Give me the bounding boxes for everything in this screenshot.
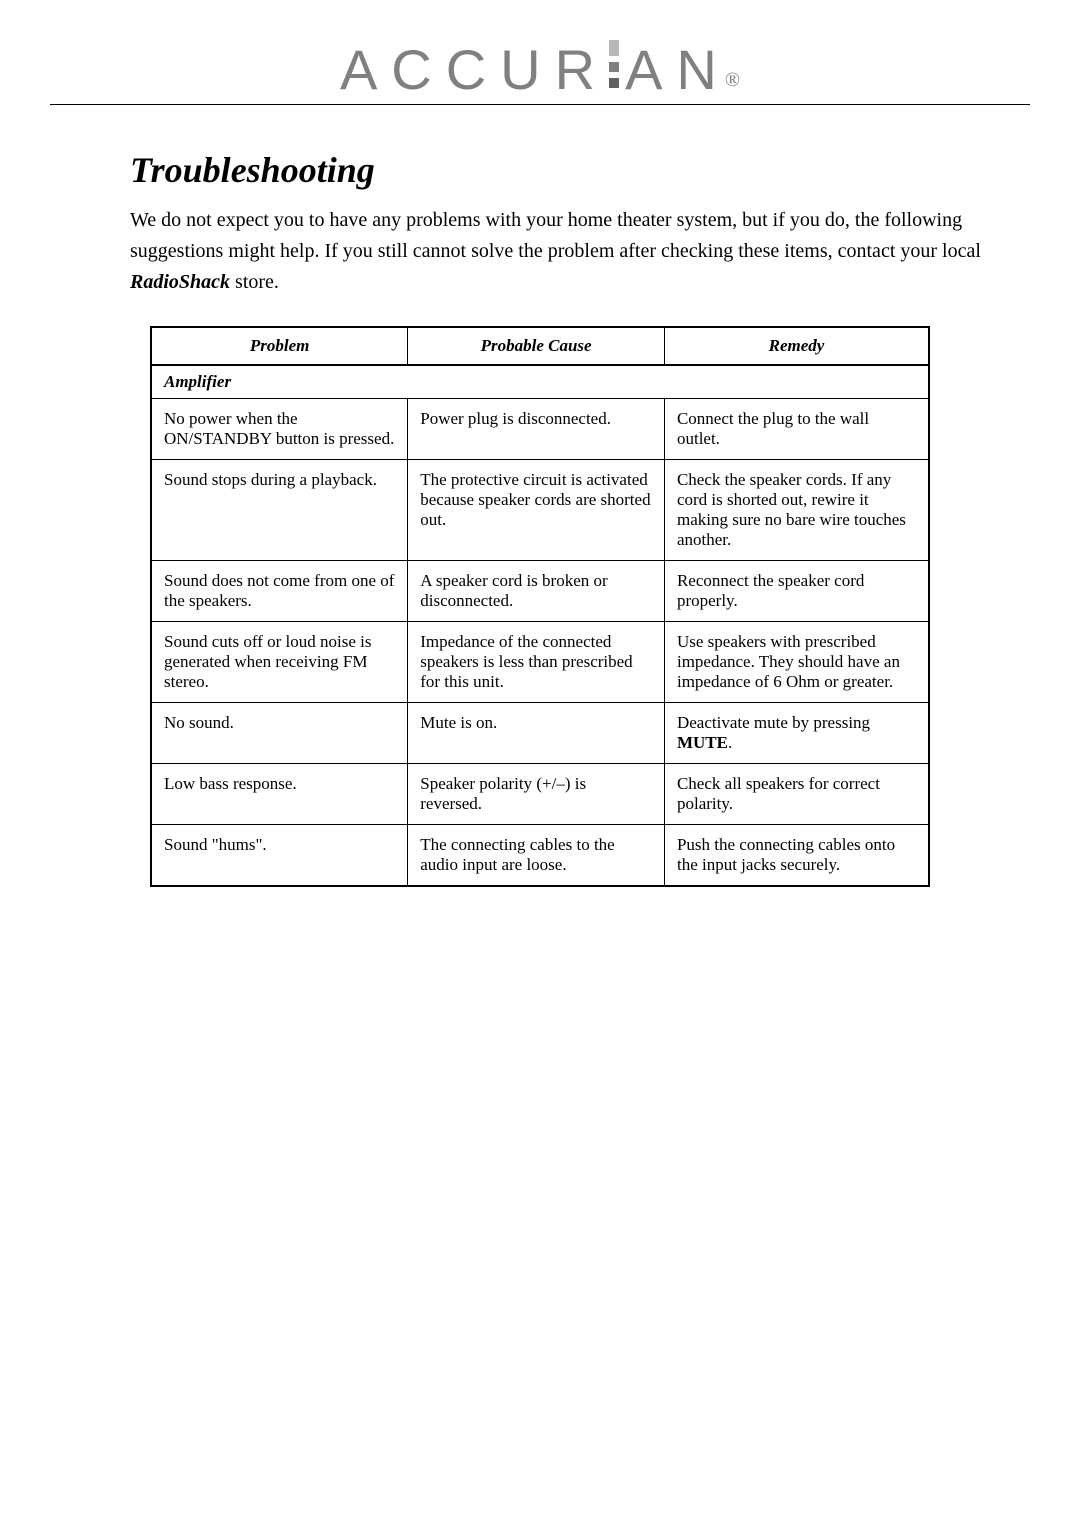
cell-cause: The connecting cables to the audio input… (408, 825, 665, 887)
radioshack-name: RadioShack (130, 271, 230, 293)
cell-remedy: Reconnect the speaker cord properly. (664, 561, 929, 622)
cell-cause: Mute is on. (408, 703, 665, 764)
column-header-problem: Problem (151, 327, 408, 365)
brand-dots-icon (609, 40, 619, 88)
cell-problem: Sound cuts off or loud noise is generate… (151, 622, 408, 703)
intro-after: store. (230, 271, 279, 293)
cell-problem: No sound. (151, 703, 408, 764)
registered-trademark-icon: ® (725, 69, 740, 92)
intro-before: We do not expect you to have any problem… (130, 209, 981, 262)
table-category-row: Amplifier (151, 365, 929, 399)
cell-cause: A speaker cord is broken or disconnected… (408, 561, 665, 622)
brand-text-left: ACCUR (340, 42, 609, 98)
table-row: No sound. Mute is on. Deactivate mute by… (151, 703, 929, 764)
intro-paragraph: We do not expect you to have any problem… (130, 205, 1030, 298)
cell-remedy: Check all speakers for correct polarity. (664, 764, 929, 825)
cell-problem: Sound stops during a playback. (151, 460, 408, 561)
table-row: Low bass response. Speaker polarity (+/–… (151, 764, 929, 825)
column-header-cause: Probable Cause (408, 327, 665, 365)
cell-problem: Sound does not come from one of the spea… (151, 561, 408, 622)
table-header-row: Problem Probable Cause Remedy (151, 327, 929, 365)
cell-cause: The protective circuit is activated beca… (408, 460, 665, 561)
cell-remedy: Connect the plug to the wall outlet. (664, 399, 929, 460)
remedy-text-suffix: . (728, 733, 732, 752)
cell-cause: Power plug is disconnected. (408, 399, 665, 460)
cell-problem: Sound "hums". (151, 825, 408, 887)
table-row: No power when the ON/STANDBY button is p… (151, 399, 929, 460)
table-row: Sound cuts off or loud noise is generate… (151, 622, 929, 703)
troubleshooting-table: Problem Probable Cause Remedy Amplifier … (150, 326, 930, 887)
brand-logo: ACCUR AN ® (50, 40, 1030, 98)
brand-header: ACCUR AN ® (50, 40, 1030, 105)
mute-button-name: MUTE (677, 733, 728, 752)
page-title: Troubleshooting (130, 149, 1030, 191)
brand-text-right: AN (625, 42, 731, 98)
table-row: Sound stops during a playback. The prote… (151, 460, 929, 561)
table-row: Sound "hums". The connecting cables to t… (151, 825, 929, 887)
cell-cause: Impedance of the connected speakers is l… (408, 622, 665, 703)
cell-problem: No power when the ON/STANDBY button is p… (151, 399, 408, 460)
table-row: Sound does not come from one of the spea… (151, 561, 929, 622)
cell-cause: Speaker polarity (+/–) is reversed. (408, 764, 665, 825)
cell-remedy: Deactivate mute by pressing MUTE. (664, 703, 929, 764)
cell-remedy: Use speakers with prescribed impedance. … (664, 622, 929, 703)
cell-remedy: Check the speaker cords. If any cord is … (664, 460, 929, 561)
cell-remedy: Push the connecting cables onto the inpu… (664, 825, 929, 887)
table-category-label: Amplifier (151, 365, 929, 399)
cell-problem: Low bass response. (151, 764, 408, 825)
remedy-text-prefix: Deactivate mute by pressing (677, 713, 870, 732)
column-header-remedy: Remedy (664, 327, 929, 365)
